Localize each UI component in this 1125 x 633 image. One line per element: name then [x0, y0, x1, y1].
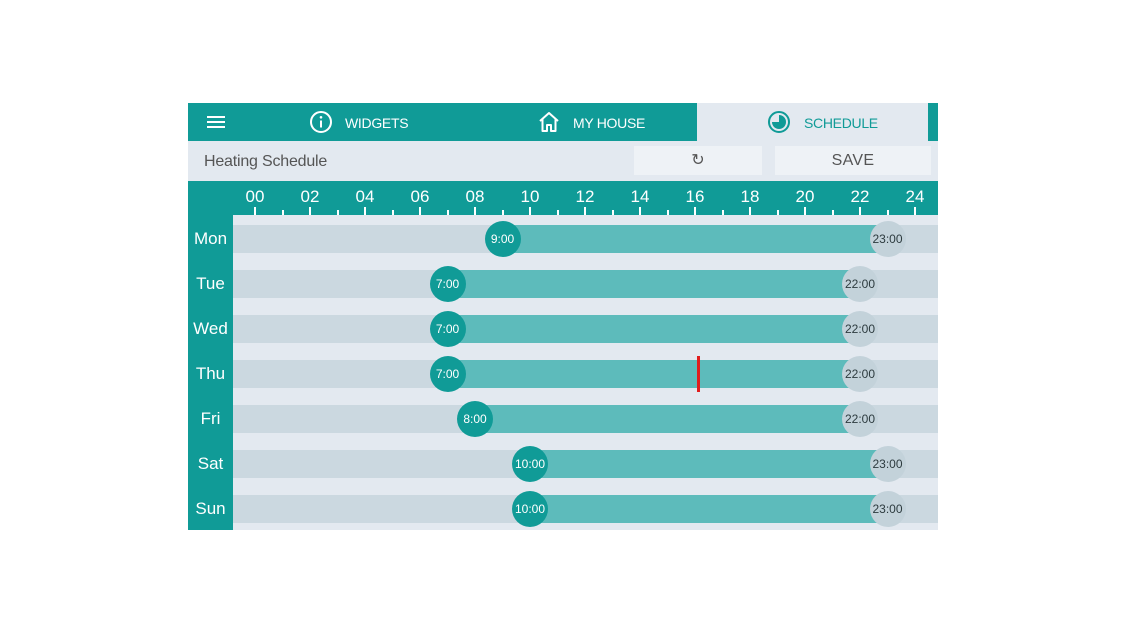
- heating-period[interactable]: [447, 270, 860, 298]
- hour-tick: [254, 207, 256, 215]
- hour-label: 16: [685, 187, 705, 206]
- schedule-icon: [768, 111, 790, 133]
- hour-label: 02: [300, 187, 320, 206]
- hour-tick: [666, 210, 669, 215]
- start-time-handle[interactable]: 8:00: [457, 401, 493, 437]
- hour-label: 14: [630, 187, 650, 206]
- hour-tick: [529, 207, 531, 215]
- tab-schedule-label: SCHEDULE: [804, 115, 878, 131]
- hour-tick: [859, 207, 861, 215]
- end-time-handle[interactable]: 23:00: [869, 491, 906, 527]
- tab-my-house[interactable]: MY HOUSE: [526, 103, 696, 141]
- hour-tick: [336, 210, 339, 215]
- tab-my-house-label: MY HOUSE: [573, 115, 646, 131]
- hour-label: 18: [740, 187, 760, 206]
- hour-tick: [721, 210, 724, 215]
- hour-label: 10: [520, 187, 540, 206]
- day-label: Mon: [193, 229, 228, 248]
- end-time-handle[interactable]: 23:00: [869, 446, 906, 482]
- end-time-handle[interactable]: 22:00: [842, 356, 878, 392]
- hour-tick: [611, 210, 614, 215]
- hour-tick: [804, 207, 806, 215]
- hour-tick: [776, 210, 779, 215]
- heating-period[interactable]: [502, 225, 888, 253]
- day-track[interactable]: [233, 360, 938, 388]
- heating-period[interactable]: [447, 360, 860, 388]
- current-time-marker: [696, 356, 700, 392]
- heating-period[interactable]: [530, 495, 888, 523]
- end-time-handle[interactable]: 23:00: [869, 221, 906, 257]
- reset-button[interactable]: ↻: [634, 146, 762, 175]
- save-button[interactable]: SAVE: [775, 146, 931, 175]
- hour-tick: [419, 207, 421, 215]
- hour-label: 08: [465, 187, 485, 206]
- heating-period[interactable]: [530, 450, 888, 478]
- start-time-handle[interactable]: 9:00: [484, 221, 521, 257]
- hour-label: 20: [795, 187, 815, 206]
- hour-label: 04: [355, 187, 375, 206]
- hour-tick: [584, 207, 586, 215]
- refresh-icon: ↻: [691, 152, 705, 169]
- hour-tick: [749, 207, 751, 215]
- toolbar: Heating Schedule ↻ SAVE: [188, 141, 938, 181]
- hour-label: 12: [575, 187, 595, 206]
- hour-label: 22: [850, 187, 870, 206]
- hamburger-bar: [207, 126, 225, 128]
- hour-tick: [501, 210, 504, 215]
- hour-tick: [639, 207, 641, 215]
- day-track[interactable]: [233, 495, 938, 523]
- hour-tick: [281, 210, 284, 215]
- hamburger-menu-icon: [207, 116, 225, 118]
- hour-tick: [364, 207, 366, 215]
- tab-widgets-label: WIDGETS: [345, 115, 409, 131]
- heating-period[interactable]: [475, 405, 860, 433]
- day-label: Tue: [196, 274, 225, 293]
- hour-tick: [474, 207, 476, 215]
- start-time-handle[interactable]: 10:00: [512, 446, 548, 482]
- hour-tick: [914, 207, 916, 215]
- top-nav: WIDGETS MY HOUSE SCHEDULE: [188, 103, 938, 141]
- hour-tick: [391, 210, 394, 215]
- day-track[interactable]: [233, 450, 938, 478]
- hour-tick: [309, 207, 311, 215]
- home-icon: [539, 112, 559, 132]
- day-track[interactable]: [233, 225, 938, 253]
- day-label: Sat: [197, 454, 224, 473]
- heating-period[interactable]: [447, 315, 860, 343]
- day-track[interactable]: [233, 405, 938, 433]
- schedule-grid: 9:00 23:00 7:00 22:00 7:00 22:00 7:00 22:00 8:00…: [233, 215, 938, 530]
- nav-edge: [928, 103, 938, 141]
- day-labels-column: Mon Tue Wed Thu Fri Sat Sun: [188, 215, 233, 530]
- start-time-handle[interactable]: 10:00: [512, 491, 548, 527]
- day-label: Sun: [195, 499, 226, 518]
- hour-tick: [446, 210, 449, 215]
- hour-tick: [886, 210, 889, 215]
- day-track[interactable]: [233, 315, 938, 343]
- hour-label: 00: [245, 187, 265, 206]
- tab-schedule[interactable]: SCHEDULE: [697, 103, 928, 141]
- hour-label: 06: [410, 187, 430, 206]
- start-time-handle[interactable]: 7:00: [429, 356, 466, 392]
- day-label: Wed: [193, 319, 228, 338]
- day-label: Fri: [200, 409, 221, 428]
- info-icon: [310, 111, 332, 133]
- hour-tick: [831, 210, 834, 215]
- end-time-handle[interactable]: 22:00: [842, 266, 878, 302]
- end-time-handle[interactable]: 22:00: [842, 311, 878, 347]
- schedule-app: WIDGETS MY HOUSE SCHEDULE Heating Schedu…: [188, 103, 938, 530]
- day-label: Thu: [195, 364, 226, 383]
- page-title: Heating Schedule: [204, 153, 328, 170]
- start-time-handle[interactable]: 7:00: [429, 266, 466, 302]
- hour-tick: [694, 207, 696, 215]
- start-time-handle[interactable]: 7:00: [429, 311, 466, 347]
- tab-widgets[interactable]: WIDGETS: [298, 103, 488, 141]
- hour-axis-scale: 00 02 04 06 08 10 12 14 16 18 20 22 24: [233, 181, 938, 215]
- day-track[interactable]: [233, 270, 938, 298]
- hour-tick: [556, 210, 559, 215]
- hamburger-bar: [207, 121, 225, 123]
- end-time-handle[interactable]: 22:00: [842, 401, 878, 437]
- menu-button[interactable]: [188, 103, 242, 141]
- hour-axis: 00 02 04 06 08 10 12 14 16 18 20 22 24: [188, 181, 938, 215]
- hour-label: 24: [905, 187, 925, 206]
